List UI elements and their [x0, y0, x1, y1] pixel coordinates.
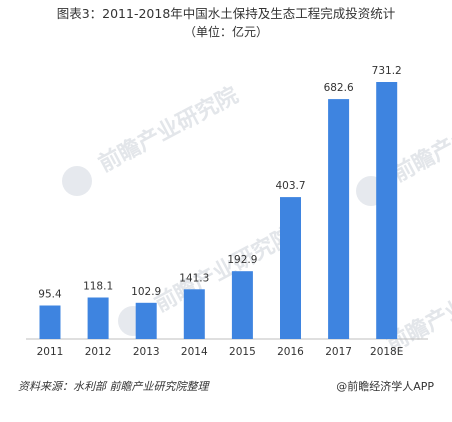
value-label-2017: 682.6 — [324, 82, 354, 94]
chart-subtitle: （单位：亿元） — [183, 25, 268, 39]
bar-2015 — [231, 271, 253, 339]
value-label-2016: 403.7 — [275, 180, 305, 192]
x-tick-labels-group: 2011 2012 2013 2014 2015 2016 2017 2018E — [37, 346, 404, 358]
source-note: 资料来源：水利部 前瞻产业研究院整理 — [18, 380, 209, 393]
x-tick-label-2014: 2014 — [181, 346, 208, 358]
bar-2017 — [328, 99, 350, 339]
bars-group — [39, 82, 398, 339]
x-tick-label-2012: 2012 — [85, 346, 112, 358]
value-label-2014: 141.3 — [179, 272, 209, 284]
x-tick-label-2015: 2015 — [229, 346, 256, 358]
value-label-2015: 192.9 — [227, 254, 257, 266]
value-labels-group: 95.4 118.1 102.9 141.3 192.9 403.7 682.6 731.2 — [38, 65, 401, 301]
bar-2011 — [39, 305, 61, 339]
bar-2013 — [135, 302, 157, 339]
bar-2014 — [183, 289, 205, 339]
x-tick-label-2013: 2013 — [133, 346, 160, 358]
bar-2016 — [280, 197, 301, 339]
x-tick-label-2016: 2016 — [277, 346, 304, 358]
value-label-2011: 95.4 — [38, 289, 62, 301]
value-label-2013: 102.9 — [131, 286, 161, 298]
brand-credit: @前瞻经济学人APP — [336, 380, 434, 393]
x-tick-label-2018E: 2018E — [370, 346, 403, 358]
chart-title: 图表3：2011-2018年中国水土保持及生态工程完成投资统计 — [56, 6, 396, 21]
bar-2018E — [376, 82, 398, 339]
value-label-2018E: 731.2 — [372, 65, 402, 77]
value-label-2012: 118.1 — [83, 281, 113, 293]
x-tick-label-2011: 2011 — [37, 346, 64, 358]
x-tick-label-2017: 2017 — [325, 346, 352, 358]
bar-2012 — [87, 297, 109, 339]
